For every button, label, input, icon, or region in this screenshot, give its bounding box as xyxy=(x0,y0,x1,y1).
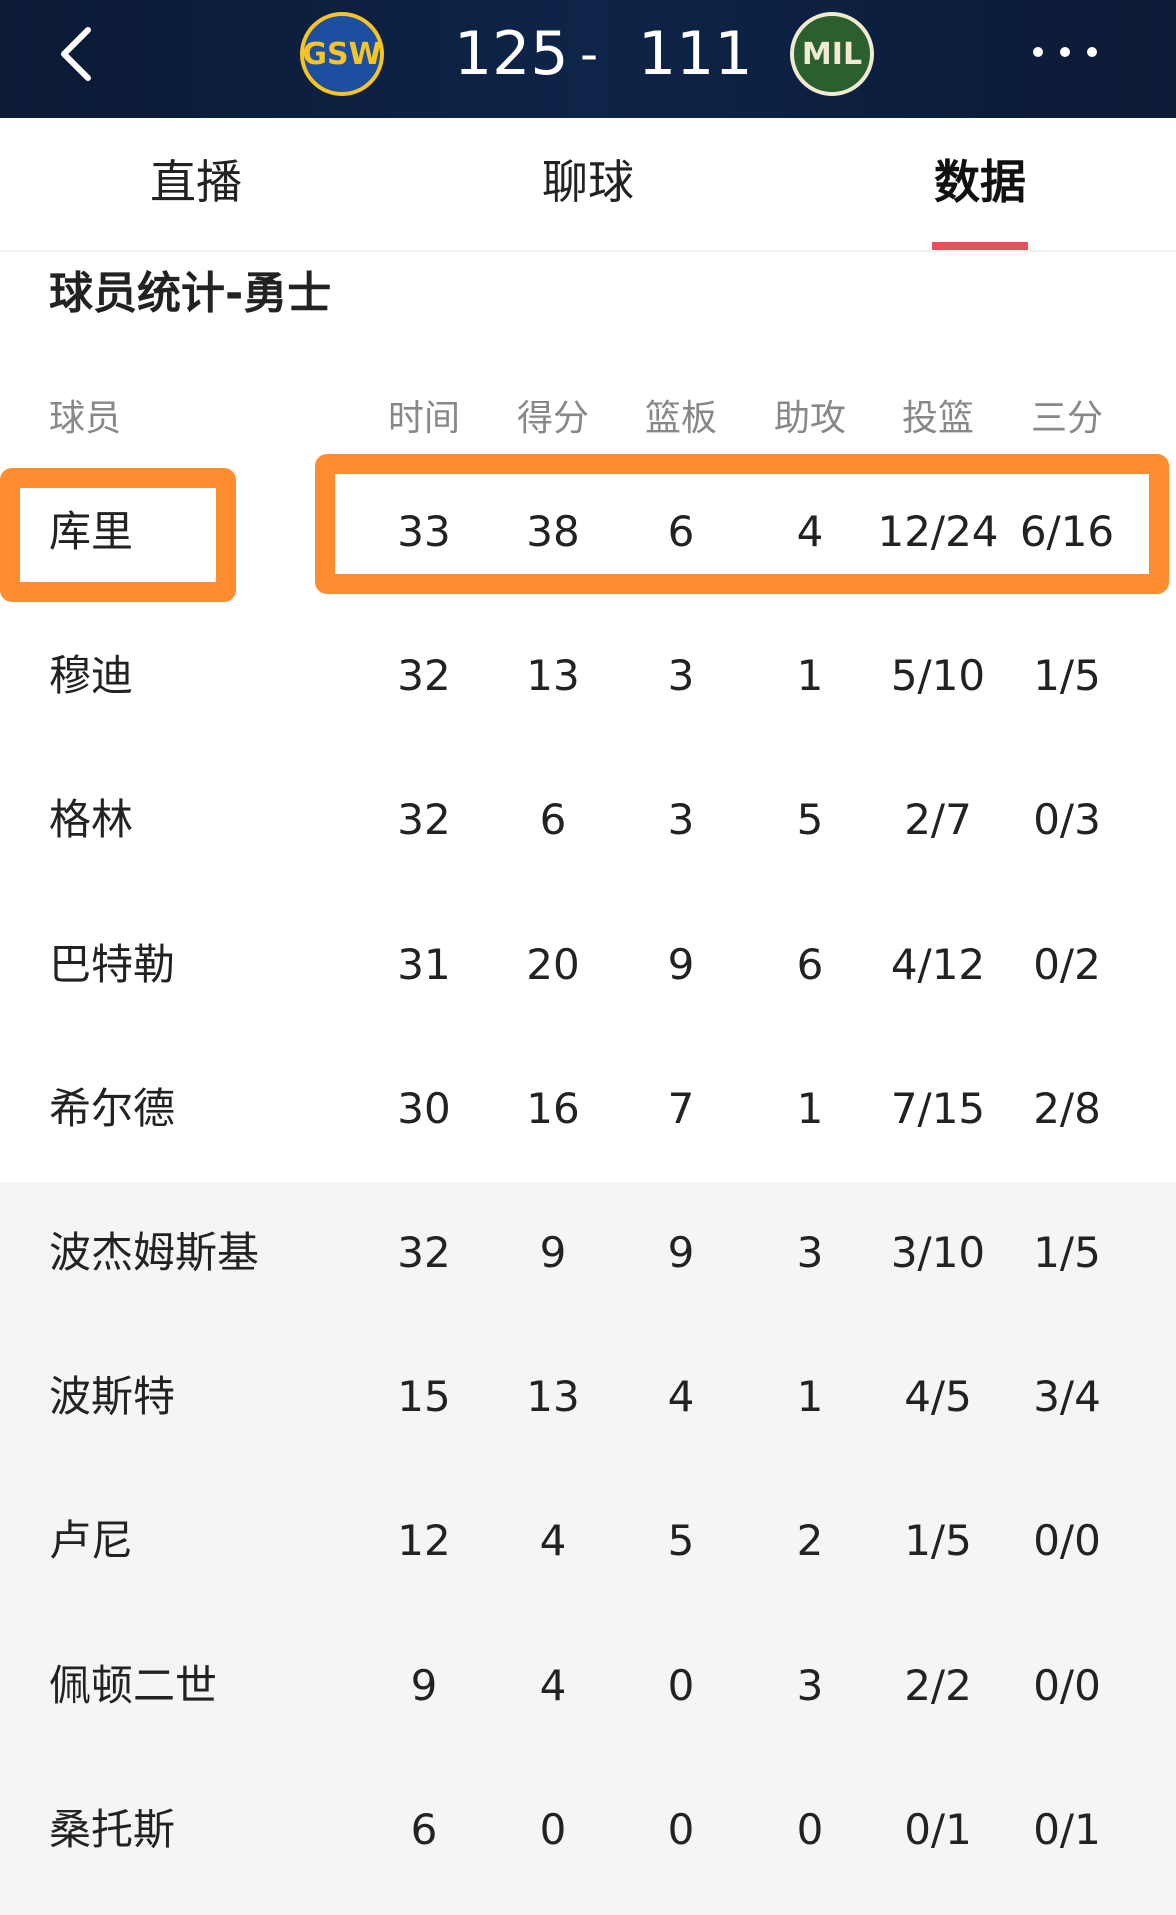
player-name[interactable]: 桑托斯 xyxy=(49,1804,176,1854)
stat-cell: 6 xyxy=(796,939,824,989)
stat-cell: 3 xyxy=(667,651,695,701)
home-score: 125 xyxy=(454,19,569,89)
stat-cell: 3/4 xyxy=(1033,1372,1101,1422)
stat-cell: 2/2 xyxy=(904,1660,972,1710)
stat-cell: 6 xyxy=(410,1804,438,1854)
section-title: 球员统计-勇士 xyxy=(49,268,332,319)
stat-cell: 20 xyxy=(526,939,580,989)
stat-cell: 6 xyxy=(539,795,567,845)
stat-cell: 0 xyxy=(539,1804,567,1854)
highlight-box xyxy=(315,454,1169,594)
stat-cell: 5 xyxy=(667,1516,695,1566)
stat-cell: 9 xyxy=(410,1660,438,1710)
player-name[interactable]: 库里 xyxy=(49,507,134,556)
stat-cell: 2 xyxy=(796,1516,824,1566)
stat-cell: 7 xyxy=(667,1083,695,1133)
tab-indicator xyxy=(932,242,1028,250)
tab-bar: 直播 聊球 数据 xyxy=(0,118,1176,252)
player-name[interactable]: 希尔德 xyxy=(49,1083,176,1133)
stat-cell: 0/1 xyxy=(1033,1804,1101,1854)
stat-cell: 6/16 xyxy=(1019,507,1115,556)
stat-cell: 0/1 xyxy=(904,1804,972,1854)
player-name[interactable]: 波斯特 xyxy=(49,1372,176,1422)
stat-cell: 1 xyxy=(796,651,824,701)
player-name[interactable]: 格林 xyxy=(49,795,134,845)
stat-cell: 0/0 xyxy=(1033,1660,1101,1710)
column-header: 时间 xyxy=(387,398,461,439)
stat-cell: 6 xyxy=(667,507,695,556)
player-name[interactable]: 巴特勒 xyxy=(49,939,176,989)
stat-cell: 4 xyxy=(796,507,824,556)
column-header: 篮板 xyxy=(644,398,718,439)
stat-cell: 5/10 xyxy=(890,651,986,701)
stat-cell: 16 xyxy=(526,1083,580,1133)
stat-cell: 4/5 xyxy=(904,1372,972,1422)
player-name[interactable]: 卢尼 xyxy=(49,1516,134,1566)
stat-cell: 3 xyxy=(796,1228,824,1277)
away-logo: MIL xyxy=(790,12,874,96)
back-button[interactable] xyxy=(56,24,96,84)
stat-cell: 3 xyxy=(667,795,695,845)
player-name[interactable]: 佩顿二世 xyxy=(49,1660,218,1710)
stat-cell: 9 xyxy=(667,1228,695,1277)
stat-cell: 15 xyxy=(397,1372,451,1422)
stat-cell: 4 xyxy=(539,1516,567,1566)
header: GSW 125 - 111 MIL xyxy=(0,0,1176,118)
stat-cell: 9 xyxy=(539,1228,567,1277)
stat-cell: 32 xyxy=(397,651,451,701)
stat-cell: 4 xyxy=(667,1372,695,1422)
stat-cell: 0 xyxy=(667,1804,695,1854)
stat-cell: 1 xyxy=(796,1083,824,1133)
stat-cell: 2/7 xyxy=(904,795,972,845)
stat-cell: 32 xyxy=(397,1228,451,1277)
stat-cell: 0 xyxy=(796,1804,824,1854)
column-header: 球员 xyxy=(49,398,122,439)
stat-cell: 7/15 xyxy=(890,1083,986,1133)
tab[interactable]: 聊球 xyxy=(542,155,634,209)
player-name[interactable]: 波杰姆斯基 xyxy=(49,1228,260,1277)
stat-cell: 12 xyxy=(397,1516,451,1566)
stat-cell: 0/2 xyxy=(1033,939,1101,989)
stat-cell: 0 xyxy=(667,1660,695,1710)
away-score: 111 xyxy=(638,19,753,89)
stat-cell: 0/0 xyxy=(1033,1516,1101,1566)
stat-cell: 5 xyxy=(796,795,824,845)
column-header: 助攻 xyxy=(773,398,847,439)
column-header: 得分 xyxy=(516,398,590,439)
stat-cell: 4 xyxy=(539,1660,567,1710)
tab[interactable]: 直播 xyxy=(150,155,242,209)
stat-cell: 1/5 xyxy=(1033,1228,1101,1277)
bench-background xyxy=(0,1182,1176,1915)
stat-cell: 12/24 xyxy=(877,507,999,556)
stat-cell: 1 xyxy=(796,1372,824,1422)
stat-cell: 3/10 xyxy=(890,1228,986,1277)
home-logo: GSW xyxy=(300,12,384,96)
stat-cell: 13 xyxy=(526,651,580,701)
stat-cell: 38 xyxy=(526,507,580,556)
tab[interactable]: 数据 xyxy=(934,155,1026,209)
more-button[interactable] xyxy=(1030,44,1100,60)
stat-cell: 2/8 xyxy=(1033,1083,1101,1133)
column-header: 投篮 xyxy=(901,398,975,439)
stat-cell: 4/12 xyxy=(890,939,986,989)
highlight-box xyxy=(0,468,236,602)
stat-cell: 9 xyxy=(667,939,695,989)
stat-cell: 30 xyxy=(397,1083,451,1133)
stat-cell: 1/5 xyxy=(1033,651,1101,701)
score-separator: - xyxy=(580,25,599,83)
stat-cell: 1/5 xyxy=(904,1516,972,1566)
stat-cell: 3 xyxy=(796,1660,824,1710)
stat-cell: 33 xyxy=(397,507,451,556)
stat-cell: 31 xyxy=(397,939,451,989)
stat-cell: 13 xyxy=(526,1372,580,1422)
stat-cell: 0/3 xyxy=(1033,795,1101,845)
stat-cell: 32 xyxy=(397,795,451,845)
column-header: 三分 xyxy=(1030,398,1104,439)
player-name[interactable]: 穆迪 xyxy=(49,651,134,701)
